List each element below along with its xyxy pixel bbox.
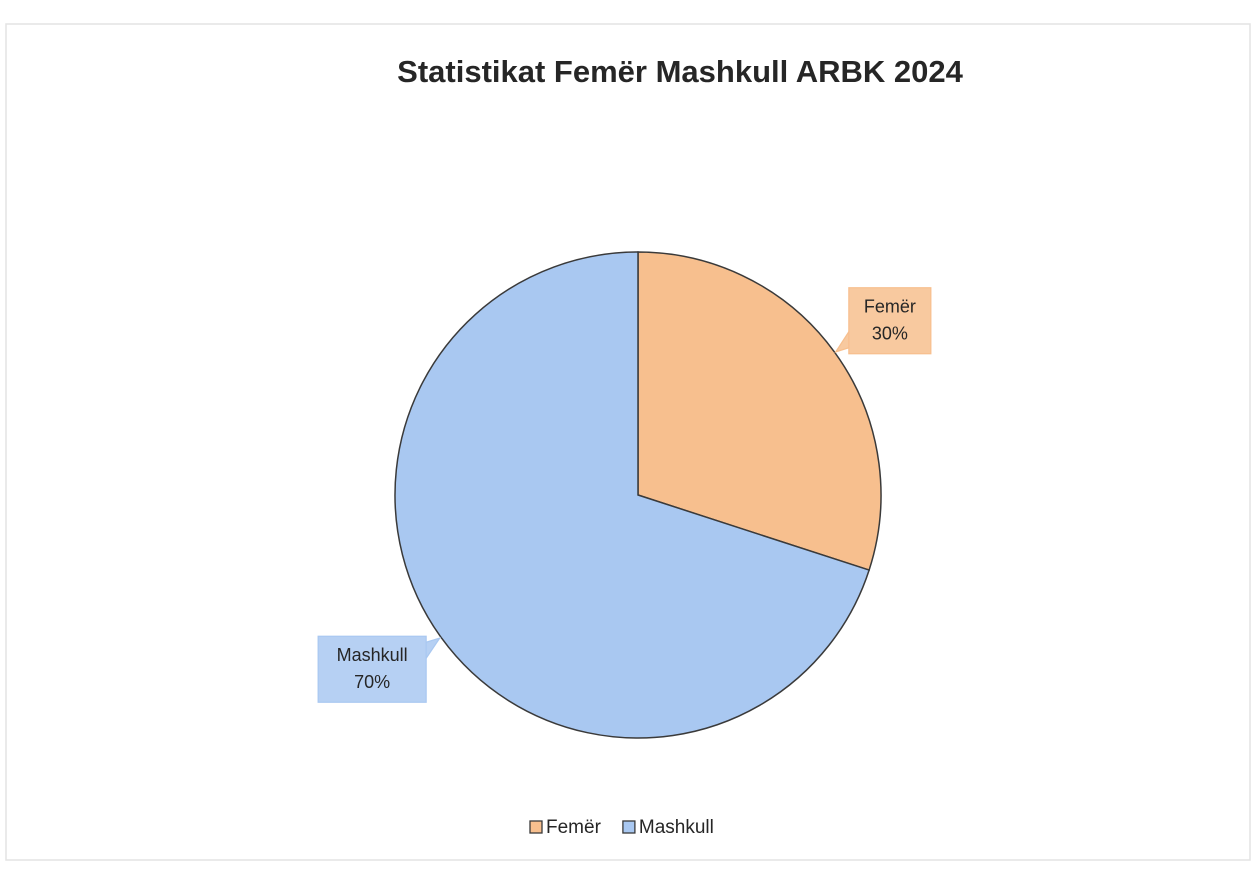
legend-label: Mashkull (639, 817, 714, 838)
legend-swatch (622, 820, 636, 834)
pie-slice (394, 251, 871, 739)
data-label-category: Mashkull (337, 645, 408, 665)
data-label-box (317, 635, 427, 703)
data-label-value: 30% (872, 323, 908, 343)
data-label-value: 70% (354, 672, 390, 692)
legend-label: Femër (546, 817, 602, 838)
callout-pointer (834, 331, 850, 354)
data-label-box (848, 287, 932, 355)
pie-slice (637, 251, 882, 572)
data-label-category: Femër (864, 296, 916, 316)
legend-swatch (529, 820, 543, 834)
callout-pointer (425, 636, 442, 659)
chart-title: Statistikat Femër Mashkull ARBK 2024 (397, 54, 963, 89)
